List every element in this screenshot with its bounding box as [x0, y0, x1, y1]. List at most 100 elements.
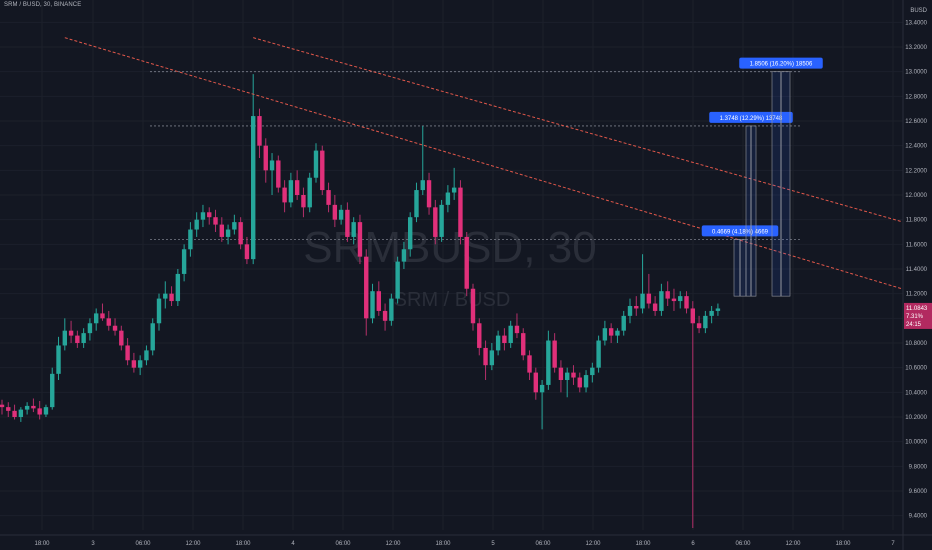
candle-body — [627, 306, 633, 316]
candle-body — [395, 261, 400, 299]
candle-body — [37, 408, 42, 415]
candle-body — [288, 180, 294, 203]
price-tick-label: 11.2000 — [906, 292, 928, 298]
price-tick-label: 11.6000 — [906, 242, 928, 248]
candle-body — [646, 293, 652, 304]
candle-body — [414, 190, 419, 218]
candle-body — [470, 288, 476, 324]
last-price-badge — [904, 302, 932, 329]
price-tick-label: 12.2000 — [905, 168, 927, 174]
candle-body — [169, 293, 174, 302]
candle-body — [50, 373, 55, 408]
candle-body — [439, 204, 444, 237]
candle-body — [213, 217, 218, 225]
candle-body — [602, 328, 608, 341]
candle-body — [389, 298, 394, 321]
time-tick-label: 18:00 — [34, 541, 50, 547]
candle-body — [100, 313, 105, 319]
candle-body — [715, 308, 721, 311]
candle-body — [445, 192, 451, 205]
candle-body — [408, 217, 413, 250]
candle-body — [514, 325, 520, 334]
candle-body — [495, 335, 501, 351]
candle-body — [678, 296, 683, 302]
time-tick-label: 6 — [691, 541, 695, 547]
candle-body — [238, 222, 243, 245]
measure-label-bg — [739, 57, 823, 69]
candle-body — [502, 335, 507, 343]
candle-body — [690, 308, 695, 324]
candle-body — [671, 298, 677, 302]
candle-body — [112, 325, 118, 331]
candle-body — [43, 407, 49, 415]
time-tick-label: 12:00 — [785, 541, 801, 547]
price-tick-label: 10.0000 — [905, 440, 927, 446]
price-tick-label: 10.6000 — [905, 366, 927, 372]
last-price-value: 11.0843 — [906, 306, 928, 312]
price-tick-label: 10.4000 — [905, 390, 927, 396]
time-tick-label: 18:00 — [435, 541, 451, 547]
price-tick-label: 12.8000 — [905, 94, 927, 100]
symbol-title: SRM / BUSD, 30, BINANCE — [4, 2, 82, 8]
candle-body — [338, 209, 344, 220]
time-tick-label: 18:00 — [835, 541, 851, 547]
candle-body — [225, 229, 231, 237]
candle-body — [276, 160, 281, 188]
candle-body — [376, 291, 381, 311]
candle-body — [433, 207, 438, 237]
candle-body — [188, 229, 193, 250]
candle-body — [0, 404, 5, 408]
candle-body — [364, 256, 369, 319]
trendline — [253, 37, 932, 231]
measure-label: 0.4669 (4.18%) 4669 — [712, 229, 769, 235]
candle-body — [194, 219, 199, 230]
candle-body — [257, 116, 262, 146]
candle-body — [232, 222, 237, 230]
time-tick-label: 12:00 — [185, 541, 201, 547]
candle-body — [464, 236, 469, 289]
candle-body — [18, 409, 24, 417]
candle-body — [294, 180, 300, 195]
candle-body — [583, 375, 589, 388]
time-tick-label: 18:00 — [635, 541, 651, 547]
time-tick-label: 06:00 — [335, 541, 351, 547]
time-tick-label: 06:00 — [535, 541, 551, 547]
candle-body — [150, 323, 155, 351]
candle-body — [345, 209, 350, 237]
candle-body — [703, 315, 708, 329]
measure-label-bg — [701, 225, 779, 237]
candle-body — [558, 367, 564, 380]
candle-body — [181, 249, 187, 274]
price-tick-label: 9.6000 — [909, 489, 928, 495]
candle-body — [458, 187, 463, 237]
time-tick-label: 18:00 — [235, 541, 251, 547]
candle-body — [251, 116, 256, 260]
price-tick-label: 12.4000 — [905, 144, 927, 150]
candle-body — [489, 350, 495, 366]
last-price-countdown: 24:15 — [906, 322, 922, 328]
candle-body — [301, 195, 306, 208]
candle-body — [665, 291, 670, 299]
time-tick-label: 3 — [91, 541, 95, 547]
candle-body — [106, 318, 111, 326]
candle-body — [163, 293, 168, 299]
candle-body — [527, 355, 532, 373]
candle-body — [137, 360, 143, 368]
candle-body — [313, 150, 319, 178]
candle-body — [131, 360, 137, 368]
watermark-small: SRM / BUSD — [394, 289, 511, 311]
time-tick-label: 06:00 — [735, 541, 751, 547]
candle-body — [24, 405, 30, 410]
candle-body — [508, 325, 513, 343]
candle-body — [219, 224, 224, 237]
candle-body — [75, 335, 80, 343]
candle-body — [87, 323, 93, 334]
time-tick-label: 5 — [491, 541, 495, 547]
time-tick-label: 12:00 — [585, 541, 601, 547]
candle-body — [263, 145, 268, 171]
price-axis-bg — [903, 0, 932, 550]
price-tick-label: 12.0000 — [905, 193, 927, 199]
price-tick-label: 12.6000 — [905, 119, 927, 125]
time-tick-label: 7 — [891, 541, 895, 547]
